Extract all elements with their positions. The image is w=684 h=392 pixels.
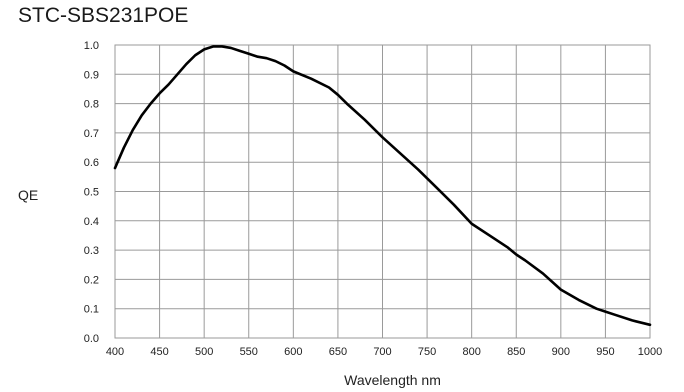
x-tick-label: 600 <box>284 346 302 358</box>
x-tick-label: 850 <box>507 346 525 358</box>
y-tick-label: 0.2 <box>84 274 99 286</box>
y-tick-label: 0.1 <box>84 304 99 316</box>
y-tick-labels: 0.0 0.1 0.2 0.3 0.4 0.5 0.6 0.7 0.8 0.9 1.0 <box>84 40 99 345</box>
y-tick-label: 0.9 <box>84 69 99 81</box>
x-tick-label: 400 <box>106 346 124 358</box>
x-axis-label: Wavelength nm <box>344 372 441 388</box>
x-tick-label: 700 <box>373 346 391 358</box>
x-tick-label: 650 <box>329 346 347 358</box>
x-tick-label: 450 <box>150 346 168 358</box>
x-tick-labels: 400 450 500 550 600 650 700 750 800 850 900 950 1000 <box>106 346 662 358</box>
y-axis-label: QE <box>18 187 38 203</box>
x-tick-label: 1000 <box>638 346 662 358</box>
y-tick-label: 0.3 <box>84 245 99 257</box>
x-tick-label: 500 <box>195 346 213 358</box>
x-tick-label: 550 <box>240 346 258 358</box>
y-tick-label: 1.0 <box>84 40 99 52</box>
y-tick-label: 0.7 <box>84 128 99 140</box>
x-tick-label: 800 <box>462 346 480 358</box>
series-line-qe <box>113 45 652 327</box>
y-tick-label: 0.4 <box>84 216 99 228</box>
y-tick-label: 0.6 <box>84 157 99 169</box>
y-tick-label: 0.8 <box>84 99 99 111</box>
x-tick-label: 950 <box>596 346 614 358</box>
y-tick-label: 0.5 <box>84 187 99 199</box>
x-tick-label: 900 <box>552 346 570 358</box>
chart-title: STC-SBS231POE <box>18 4 189 27</box>
x-tick-label: 750 <box>418 346 436 358</box>
y-tick-label: 0.0 <box>84 333 99 345</box>
